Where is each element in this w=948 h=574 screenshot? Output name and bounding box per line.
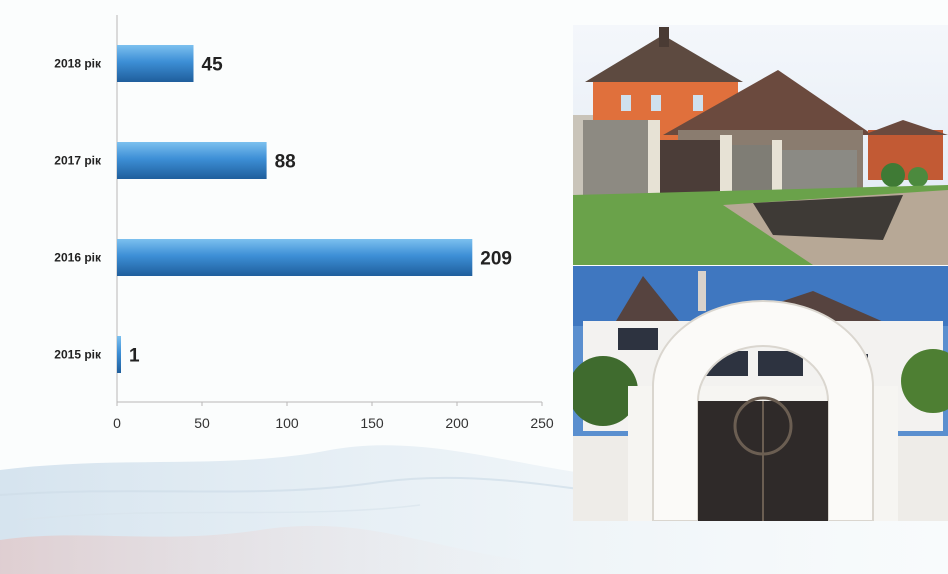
bar-chart: 2018 рік 45 2017 рік 88 2016 рік 209 2015 рік 1…: [54, 15, 554, 431]
x-tick-label: 200: [445, 415, 469, 431]
data-label: 209: [480, 249, 512, 270]
brick-houses-photo: [573, 25, 948, 265]
category-label: 2016 рік: [54, 251, 102, 265]
x-tick-label: 250: [530, 415, 554, 431]
bar: [117, 142, 267, 179]
data-label: 88: [275, 152, 296, 173]
white-gate-mansion-photo: [573, 266, 948, 521]
bar: [117, 239, 473, 276]
x-tick-label: 150: [360, 415, 384, 431]
category-label: 2018 рік: [54, 57, 102, 71]
bar: [117, 45, 194, 82]
data-label: 1: [129, 346, 140, 367]
data-label: 45: [202, 55, 224, 76]
x-tick-label: 0: [113, 415, 121, 431]
category-label: 2015 рік: [54, 348, 102, 362]
bar: [117, 336, 121, 373]
category-label: 2017 рік: [54, 154, 102, 168]
x-tick-label: 50: [194, 415, 210, 431]
x-tick-label: 100: [275, 415, 299, 431]
